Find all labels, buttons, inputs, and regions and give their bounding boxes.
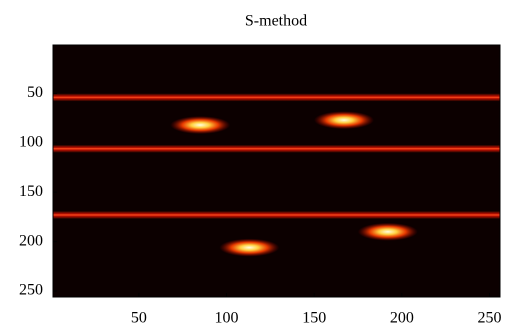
peak: [313, 111, 374, 130]
peak: [357, 222, 418, 241]
y-tick-label: 250: [19, 282, 43, 299]
peak: [219, 238, 280, 257]
x-tick-label: 50: [131, 310, 147, 327]
y-tick-label: 200: [19, 232, 43, 249]
frequency-line: [53, 210, 500, 219]
x-tick-label: 150: [302, 310, 326, 327]
peak: [170, 116, 231, 135]
x-tick-label: 250: [477, 310, 501, 327]
frequency-line: [53, 144, 500, 153]
chart-title: S-method: [245, 13, 307, 30]
frequency-line: [53, 93, 500, 102]
plot-frame: [52, 44, 501, 298]
y-tick-label: 150: [19, 183, 43, 200]
plot-area: [53, 45, 500, 297]
x-tick-label: 100: [215, 310, 239, 327]
y-tick-label: 50: [27, 84, 43, 101]
y-tick-label: 100: [19, 134, 43, 151]
x-tick-label: 200: [390, 310, 414, 327]
